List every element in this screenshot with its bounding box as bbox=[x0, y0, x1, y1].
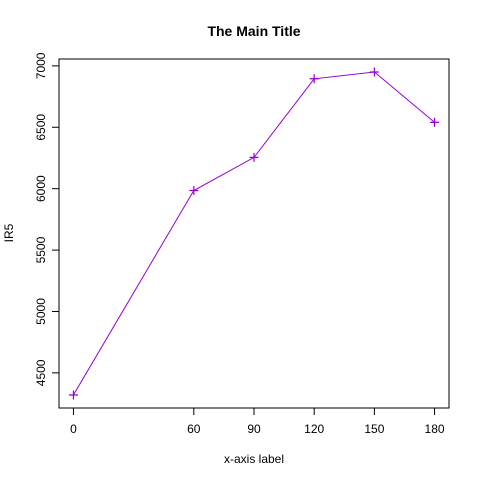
data-point-marker bbox=[249, 152, 259, 162]
y-tick-label: 4500 bbox=[34, 359, 48, 386]
x-tick-label: 180 bbox=[425, 422, 445, 436]
plot-frame bbox=[58, 58, 450, 409]
x-tick-label: 0 bbox=[70, 422, 77, 436]
y-tick-label: 5000 bbox=[34, 298, 48, 325]
y-tick-label: 6000 bbox=[34, 175, 48, 202]
series-layer bbox=[68, 67, 440, 400]
data-point-marker bbox=[430, 117, 440, 127]
data-point-marker bbox=[68, 390, 78, 400]
y-tick-label: 7000 bbox=[34, 52, 48, 79]
x-tick-label: 120 bbox=[304, 422, 324, 436]
y-tick-label: 6500 bbox=[34, 114, 48, 141]
data-point-marker bbox=[189, 186, 199, 196]
x-tick-label: 90 bbox=[247, 422, 261, 436]
series-line bbox=[72, 71, 435, 396]
y-tick-label: 5500 bbox=[34, 236, 48, 263]
data-point-marker bbox=[309, 74, 319, 84]
x-axis-label: x-axis label bbox=[224, 452, 284, 466]
chart-title: The Main Title bbox=[207, 23, 300, 39]
x-tick-label: 150 bbox=[364, 422, 384, 436]
y-axis: 4500 5000 5500 6000 6500 7000 bbox=[34, 52, 59, 386]
data-point-marker bbox=[369, 67, 379, 77]
x-axis: 0 60 90 120 150 180 bbox=[70, 408, 445, 436]
y-axis-label: IR5 bbox=[2, 223, 16, 242]
x-tick-label: 60 bbox=[187, 422, 201, 436]
